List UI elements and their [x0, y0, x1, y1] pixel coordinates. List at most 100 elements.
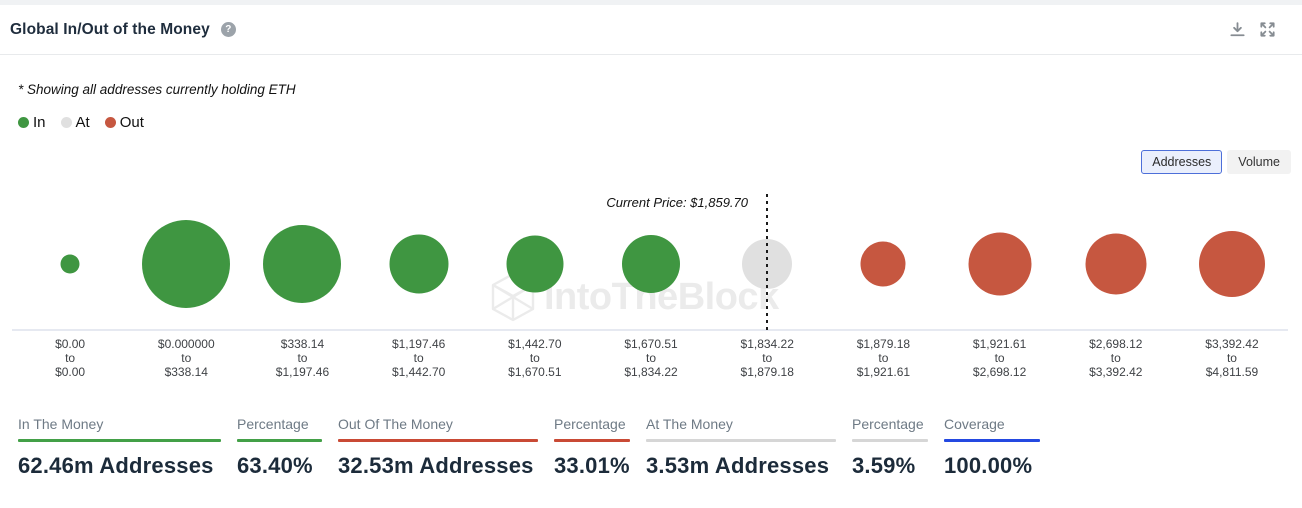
range-from: $338.14 — [280, 337, 325, 351]
bubble-in[interactable] — [263, 225, 342, 303]
range-from: $1,670.51 — [624, 337, 678, 351]
stat-underline — [338, 439, 538, 442]
range-to: $3,392.42 — [1089, 365, 1143, 379]
stat-value: 3.53m Addresses — [646, 453, 830, 478]
chart-note: * Showing all addresses currently holdin… — [18, 82, 296, 97]
bubble-column — [1174, 184, 1290, 329]
legend-label: Out — [119, 114, 144, 131]
range-to: $1,879.18 — [740, 365, 794, 379]
bubble-in[interactable] — [622, 235, 681, 293]
stat-value: 62.46m Addresses — [18, 453, 214, 478]
x-axis-label: $1,442.70 to $1,670.51 — [477, 337, 593, 379]
legend-label: In — [33, 114, 46, 131]
bubble-in[interactable] — [389, 234, 449, 294]
stat-value: 33.01% — [554, 453, 630, 478]
stat-underline — [852, 439, 928, 442]
help-icon[interactable]: ? — [220, 22, 236, 37]
legend-dot-at — [60, 117, 72, 128]
stat-underline — [646, 439, 836, 442]
range-separator: to — [646, 351, 657, 365]
range-to: $0.00 — [55, 365, 86, 379]
legend-item-out[interactable]: Out — [104, 114, 144, 131]
view-toggle: Addresses Volume — [0, 150, 1302, 174]
range-separator: to — [529, 351, 540, 365]
range-to: $338.14 — [164, 365, 208, 379]
x-axis-label: $1,921.61 to $2,698.12 — [942, 337, 1058, 379]
stat-underline — [554, 439, 630, 442]
stat-percentage: Percentage 33.01% — [554, 416, 630, 479]
range-to: $1,834.22 — [624, 365, 678, 379]
bubble-column — [825, 184, 941, 329]
range-from: $0.000000 — [157, 337, 215, 351]
range-from: $1,921.61 — [972, 337, 1027, 351]
stat-out-of-the-money: Out Of The Money 32.53m Addresses — [338, 416, 538, 479]
legend: In At Out — [18, 114, 1302, 131]
stat-label: Percentage — [554, 416, 626, 432]
bubble-in[interactable] — [506, 235, 564, 293]
range-separator: to — [762, 351, 773, 365]
toggle-button-addresses[interactable]: Addresses — [1141, 150, 1223, 174]
stat-label: Percentage — [237, 416, 309, 432]
stat-in-the-money: In The Money 62.46m Addresses — [18, 416, 221, 479]
bubble-column — [709, 184, 825, 330]
bubble-column — [128, 184, 244, 329]
bubble-out[interactable] — [968, 232, 1032, 296]
bubble-in[interactable] — [142, 220, 231, 308]
in-out-money-chart: IntoTheBlock Current Price: $1,859.70 $0… — [0, 184, 1302, 386]
x-axis-label: $1,834.22 to $1,879.18 — [709, 337, 825, 379]
page-top-strip — [0, 0, 1302, 5]
bubble-out[interactable] — [1198, 231, 1265, 297]
bubble-out[interactable] — [860, 241, 906, 287]
bubble-column — [244, 184, 360, 329]
range-from: $1,834.22 — [740, 337, 794, 351]
x-axis-label: $1,197.46 to $1,442.70 — [361, 337, 477, 379]
stat-value: 3.59% — [852, 453, 916, 478]
stat-value: 63.40% — [237, 453, 313, 478]
stat-value: 32.53m Addresses — [338, 453, 534, 478]
range-separator: to — [181, 351, 192, 365]
range-separator: to — [1226, 351, 1237, 365]
range-separator: to — [878, 351, 889, 365]
stat-underline — [237, 439, 322, 442]
bubble-column — [942, 184, 1058, 329]
range-separator: to — [994, 351, 1005, 365]
stat-coverage: Coverage 100.00% — [944, 416, 1040, 479]
range-to: $1,197.46 — [275, 365, 330, 379]
x-axis-label: $0.000000 to $338.14 — [128, 337, 244, 379]
x-axis-label: $1,879.18 to $1,921.61 — [825, 337, 941, 379]
stat-label: Percentage — [852, 416, 924, 432]
bubble-column — [361, 184, 477, 329]
x-axis-line — [12, 329, 1288, 331]
range-to: $4,811.59 — [1205, 365, 1259, 379]
stats-row: In The Money 62.46m Addresses Percentage 63… — [18, 416, 1302, 479]
bubble-column — [593, 184, 709, 329]
range-to: $1,442.70 — [391, 365, 446, 379]
range-from: $3,392.42 — [1205, 337, 1259, 351]
bubble-out[interactable] — [1085, 233, 1147, 295]
bubble-in[interactable] — [60, 254, 80, 274]
range-separator: to — [65, 351, 76, 365]
x-axis-label: $3,392.42 to $4,811.59 — [1174, 337, 1290, 379]
stat-value: 100.00% — [944, 453, 1033, 478]
bubble-column — [1058, 184, 1174, 329]
range-from: $1,197.46 — [391, 337, 446, 351]
range-to: $1,921.61 — [856, 365, 911, 379]
legend-dot-out — [104, 117, 116, 128]
x-axis-labels: $0.00 to $0.00 $0.000000 to $338.14 $338.14 to $… — [12, 337, 1290, 379]
toggle-button-volume[interactable]: Volume — [1227, 150, 1291, 174]
legend-item-in[interactable]: In — [18, 114, 46, 131]
x-axis-label: $1,670.51 to $1,834.22 — [593, 337, 709, 379]
range-to: $2,698.12 — [972, 365, 1027, 379]
bubble-row — [12, 184, 1290, 330]
widget-title: Global In/Out of the Money — [10, 20, 210, 38]
range-separator: to — [413, 351, 424, 365]
widget-header: Global In/Out of the Money ? — [0, 5, 1302, 55]
expand-icon[interactable] — [1259, 21, 1276, 38]
range-from: $1,879.18 — [856, 337, 911, 351]
stat-label: At The Money — [646, 416, 733, 432]
range-to: $1,670.51 — [508, 365, 562, 379]
x-axis-label: $0.00 to $0.00 — [12, 337, 128, 379]
download-icon[interactable] — [1229, 21, 1246, 38]
legend-item-at[interactable]: At — [60, 114, 90, 131]
range-from: $1,442.70 — [508, 337, 562, 351]
